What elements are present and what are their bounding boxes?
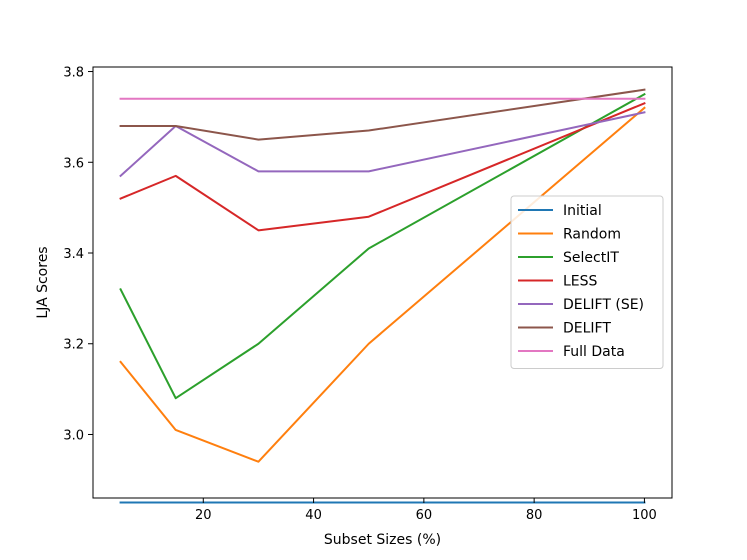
series-line-selectit bbox=[119, 92, 646, 400]
axis-layer: 20 40 60 80 100 3.0 3.2 3.4 3.6 3.8 bbox=[63, 66, 657, 523]
x-tick-label: 100 bbox=[632, 508, 657, 523]
legend-label-delift-se: DELIFT (SE) bbox=[563, 297, 644, 313]
x-tick-label: 60 bbox=[416, 508, 433, 523]
legend-label-initial: Initial bbox=[563, 203, 602, 219]
legend: Initial Random SelectIT LESS DELIFT (SE) DELI… bbox=[510, 195, 664, 369]
x-tick-label: 80 bbox=[526, 508, 543, 523]
plot-frame bbox=[92, 66, 673, 499]
series-line-random bbox=[119, 106, 646, 463]
series-line-delift-se bbox=[119, 111, 646, 178]
y-tick-label: 3.8 bbox=[63, 66, 84, 81]
legend-label-random: Random bbox=[563, 227, 621, 243]
x-tick-label: 40 bbox=[305, 508, 322, 523]
y-tick-label: 3.2 bbox=[63, 338, 84, 353]
y-tick-label: 3.4 bbox=[63, 247, 84, 262]
series-layer bbox=[119, 88, 646, 504]
legend-label-delift: DELIFT bbox=[563, 321, 611, 337]
y-tick-label: 3.0 bbox=[63, 428, 84, 443]
x-axis-label: Subset Sizes (%) bbox=[324, 532, 441, 548]
legend-label-full-data: Full Data bbox=[563, 344, 625, 360]
x-tick-label: 20 bbox=[195, 508, 212, 523]
series-line-less bbox=[119, 101, 646, 232]
series-line-delift bbox=[119, 88, 646, 141]
legend-label-selectit: SelectIT bbox=[563, 250, 619, 266]
y-tick-label: 3.6 bbox=[63, 156, 84, 171]
legend-label-less: LESS bbox=[563, 274, 598, 290]
y-axis-label: LJA Scores bbox=[35, 246, 51, 318]
legend-box bbox=[510, 195, 664, 369]
